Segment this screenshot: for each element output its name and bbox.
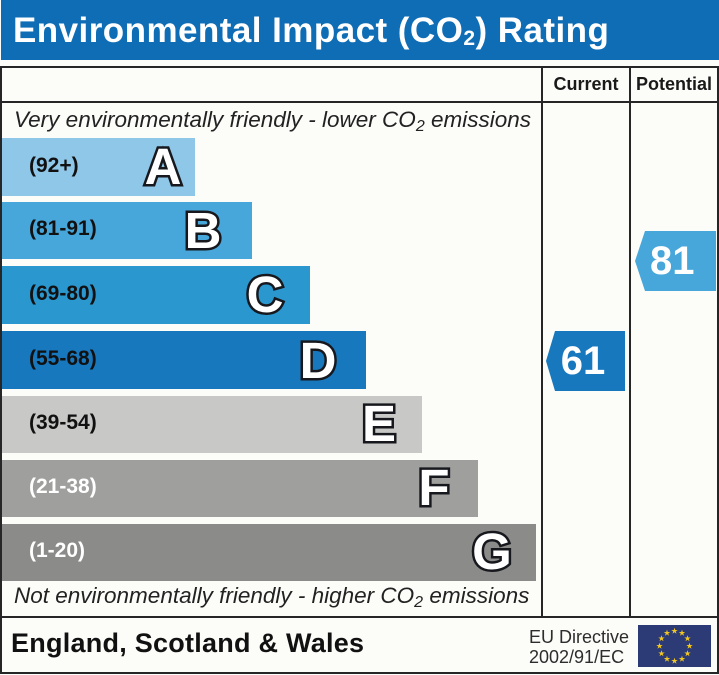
svg-text:B: B (185, 202, 222, 259)
svg-text:E: E (362, 396, 396, 452)
svg-text:D: D (300, 332, 337, 389)
svg-text:G: G (472, 524, 512, 580)
svg-text:C: C (247, 266, 284, 323)
svg-text:F: F (418, 460, 449, 516)
svg-text:A: A (145, 138, 182, 195)
